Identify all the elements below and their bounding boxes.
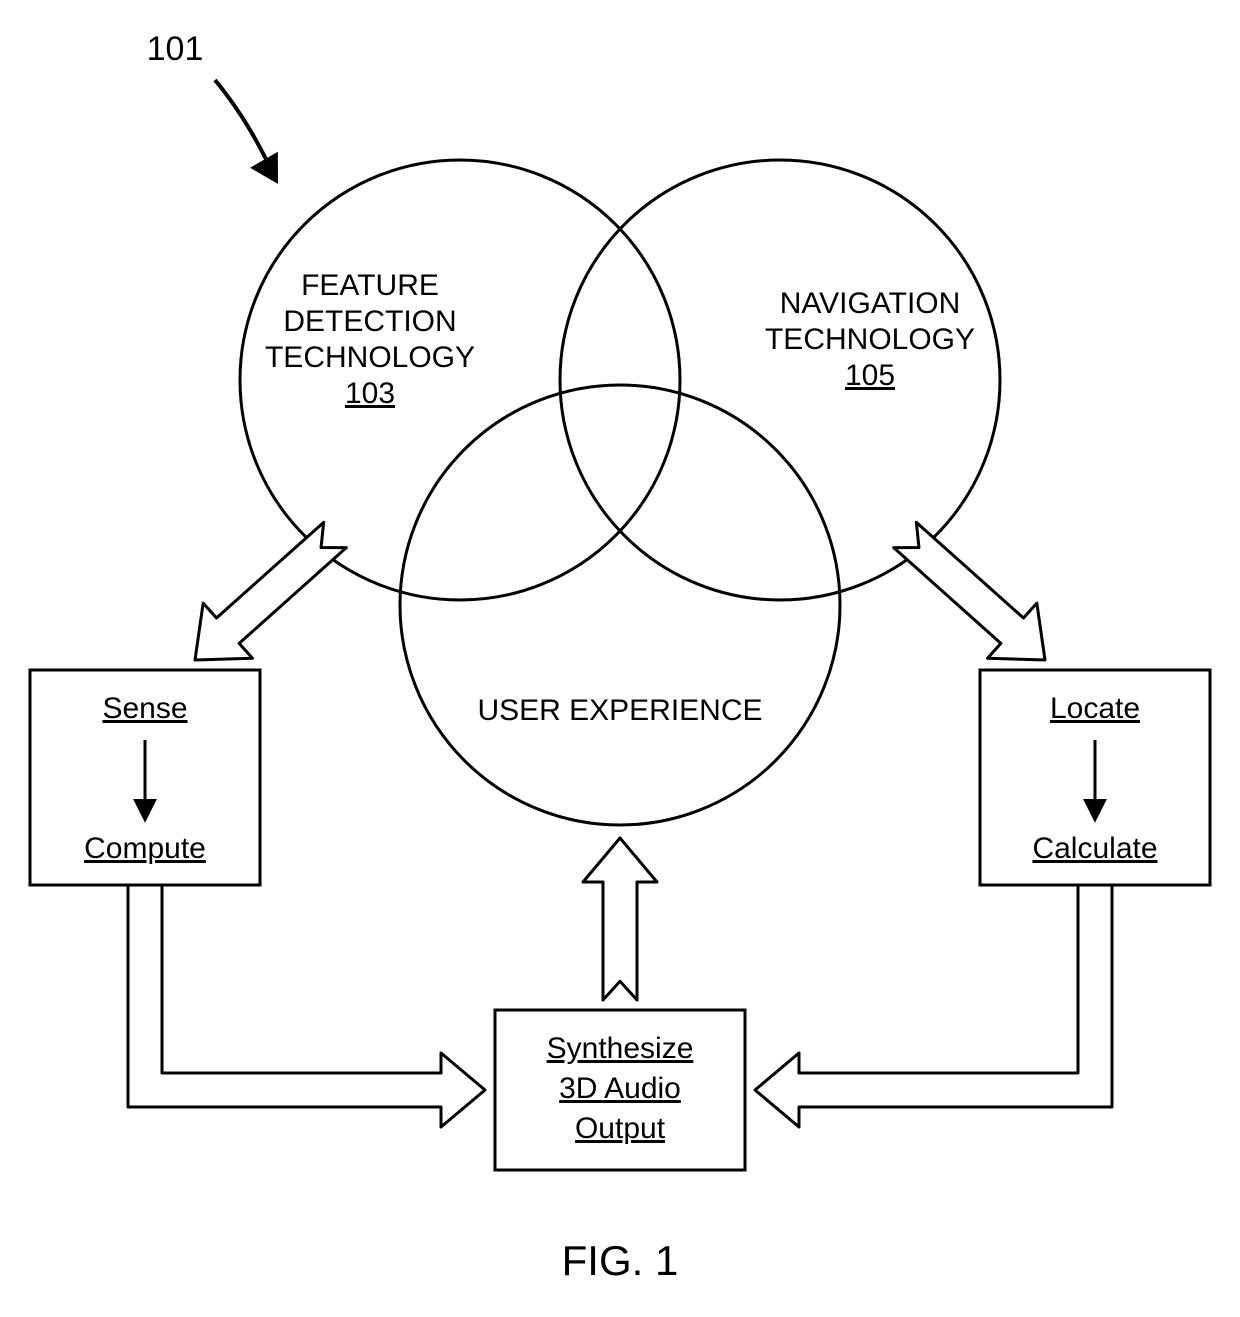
box-sense-top: Sense	[102, 692, 187, 725]
venn-circle-right	[560, 160, 1000, 600]
box-synth-line-2: Output	[575, 1112, 666, 1145]
arrow-synth-to-ux	[583, 838, 657, 1000]
venn-right-ref: 105	[845, 359, 895, 392]
box-locate-bottom: Calculate	[1032, 832, 1157, 865]
ref-101-label: 101	[147, 30, 204, 68]
venn-right-line-1: TECHNOLOGY	[765, 323, 975, 356]
venn-bottom-label: USER EXPERIENCE	[477, 694, 762, 727]
venn-circle-bottom	[400, 385, 840, 825]
venn-left-line-0: FEATURE	[301, 269, 439, 302]
arrow-locate-to-synth	[755, 885, 1112, 1127]
venn-left-line-2: TECHNOLOGY	[265, 341, 475, 374]
venn-left-ref: 103	[345, 377, 395, 410]
box-synth-line-0: Synthesize	[547, 1032, 694, 1065]
arrow-nav-to-locate	[894, 522, 1045, 660]
venn-right-line-0: NAVIGATION	[780, 287, 961, 320]
box-locate-top: Locate	[1050, 692, 1140, 725]
figure-caption: FIG. 1	[562, 1237, 679, 1284]
venn-left-line-1: DETECTION	[283, 305, 456, 338]
arrow-sense-to-synth	[128, 885, 485, 1127]
arrow-feature-to-sense	[195, 522, 346, 660]
venn-circle-left	[240, 160, 680, 600]
box-sense-bottom: Compute	[84, 832, 206, 865]
box-synth-line-1: 3D Audio	[559, 1072, 681, 1105]
